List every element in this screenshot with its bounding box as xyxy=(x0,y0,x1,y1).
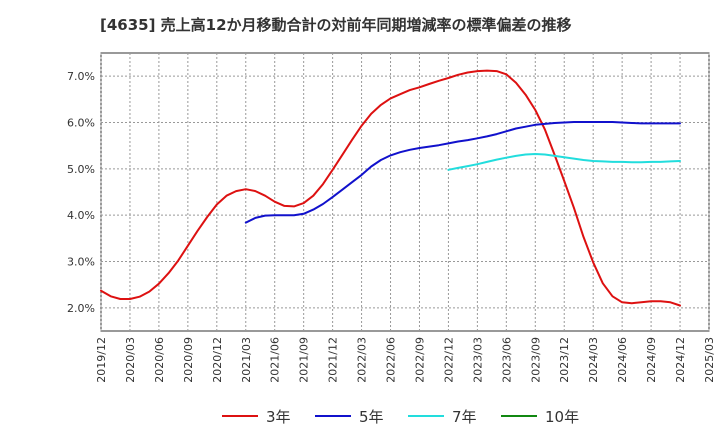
legend-item: 7年 xyxy=(408,404,477,428)
grid-lines xyxy=(100,53,710,331)
legend-item: 3年 xyxy=(222,404,291,428)
legend-item: 10年 xyxy=(501,404,579,428)
plot-area xyxy=(100,52,710,332)
y-axis-tick-labels: 2.0% 3.0% 4.0% 5.0% 6.0% 7.0% xyxy=(67,70,95,315)
x-tick-label: 2023/06 xyxy=(500,337,513,383)
x-tick-label: 2023/03 xyxy=(471,337,484,383)
x-tick-label: 2024/03 xyxy=(587,337,600,383)
legend-label: 10年 xyxy=(545,407,580,426)
x-tick-label: 2022/12 xyxy=(442,337,455,383)
x-tick-label: 2021/09 xyxy=(298,337,311,383)
legend-swatch xyxy=(408,415,444,417)
y-tick-label: 3.0% xyxy=(67,256,95,269)
series-line-7年 xyxy=(447,153,681,171)
x-tick-label: 2021/06 xyxy=(269,337,282,383)
x-tick-label: 2023/09 xyxy=(529,337,542,383)
legend-label: 7年 xyxy=(452,407,477,426)
x-tick-label: 2021/03 xyxy=(240,337,253,383)
x-tick-label: 2020/12 xyxy=(211,337,224,383)
y-tick-label: 5.0% xyxy=(67,163,95,176)
legend-swatch xyxy=(501,415,537,417)
x-tick-label: 2020/03 xyxy=(124,337,137,383)
x-tick-label: 2020/06 xyxy=(153,337,166,383)
series-lines xyxy=(100,69,681,307)
x-tick-label: 2023/12 xyxy=(558,337,571,383)
legend-swatch xyxy=(222,415,258,417)
chart-title: [4635] 売上高12か月移動合計の対前年同期増減率の標準偏差の推移 xyxy=(100,16,572,34)
x-tick-label: 2024/06 xyxy=(616,337,629,383)
legend-swatch xyxy=(315,415,351,417)
legend: 3年 5年 7年 10年 xyxy=(0,404,720,428)
y-tick-label: 7.0% xyxy=(67,70,95,83)
y-tick-label: 6.0% xyxy=(67,117,95,130)
x-tick-label: 2020/09 xyxy=(182,337,195,383)
x-tick-label: 2024/12 xyxy=(674,337,687,383)
x-tick-label: 2019/12 xyxy=(95,337,108,383)
y-tick-label: 4.0% xyxy=(67,209,95,222)
x-tick-label: 2022/03 xyxy=(356,337,369,383)
x-tick-label: 2024/09 xyxy=(645,337,658,383)
x-tick-label: 2022/06 xyxy=(385,337,398,383)
series-line-3年 xyxy=(100,69,681,307)
y-tick-label: 2.0% xyxy=(67,302,95,315)
x-tick-label: 2022/09 xyxy=(413,337,426,383)
legend-label: 3年 xyxy=(266,407,291,426)
legend-item: 5年 xyxy=(315,404,384,428)
x-axis-tick-labels: 2019/12 2020/03 2020/06 2020/09 2020/12 2021/… xyxy=(95,337,716,383)
series-line-5年 xyxy=(244,121,681,224)
x-tick-label: 2021/12 xyxy=(327,337,340,383)
x-tick-label: 2025/03 xyxy=(703,337,716,383)
legend-label: 5年 xyxy=(359,407,384,426)
